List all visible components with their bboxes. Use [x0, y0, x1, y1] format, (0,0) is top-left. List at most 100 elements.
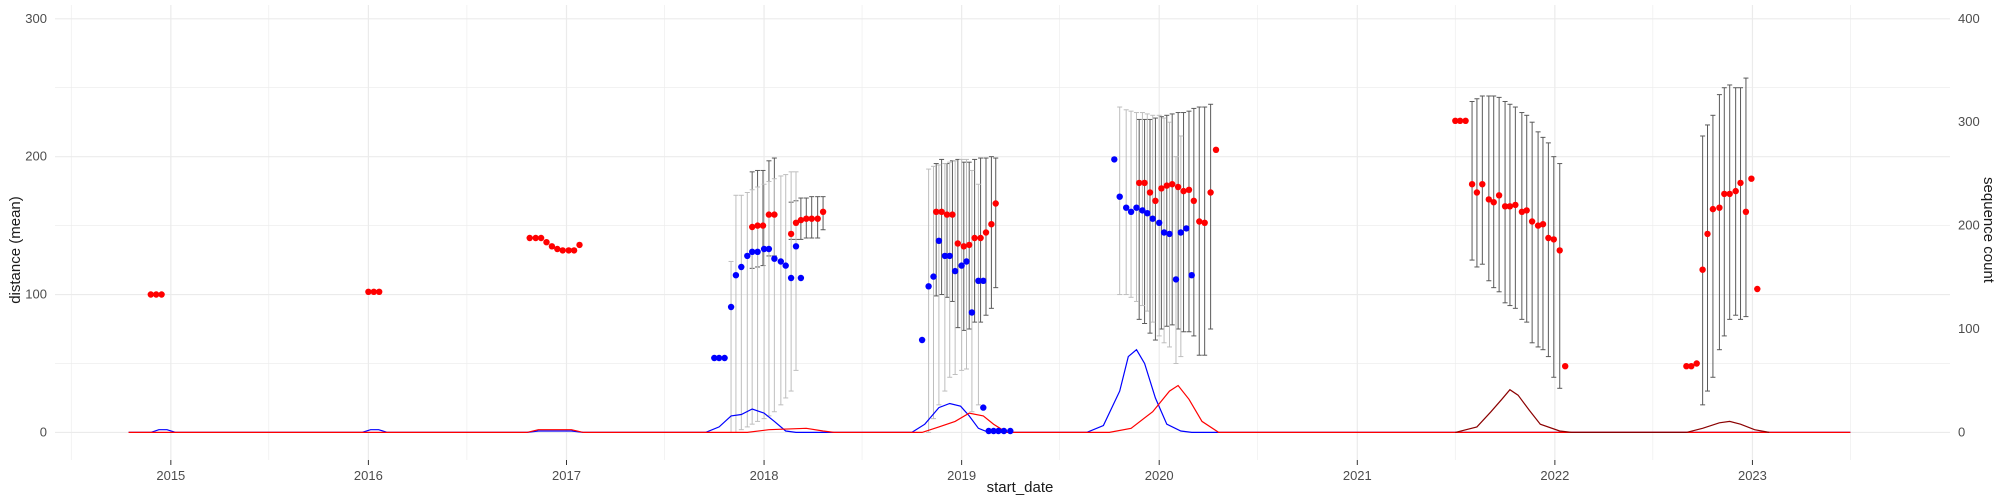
x-tick-label: 2017	[552, 468, 581, 483]
blue-data-point	[1007, 427, 1014, 435]
red-data-point	[548, 243, 556, 250]
x-tick-label: 2023	[1738, 468, 1767, 483]
red-data-point	[1512, 201, 1519, 209]
blue-data-point	[738, 263, 745, 271]
red-data-point	[819, 208, 827, 215]
red-data-point	[982, 229, 990, 236]
red-data-point	[532, 234, 539, 242]
red-data-point	[1495, 192, 1503, 199]
blue-data-point	[792, 243, 800, 250]
y-axis-right-title: sequence count	[1980, 177, 1997, 284]
red-data-point	[1528, 218, 1536, 225]
red-data-point	[1180, 187, 1187, 195]
x-tick-label: 2019	[947, 468, 976, 483]
red-data-point	[771, 211, 778, 218]
blue-data-point	[760, 245, 768, 253]
y-left-tick-label: 300	[25, 11, 47, 26]
red-data-point	[1501, 203, 1509, 210]
red-data-point	[971, 234, 978, 242]
red-data-point	[808, 215, 815, 222]
x-ticks: 2015 2016 2017 2018 2019 2020 2021 2022 2023	[156, 460, 1767, 483]
blue-data-point	[951, 267, 959, 275]
red-data-point	[565, 247, 572, 254]
x-tick-label: 2015	[156, 468, 185, 483]
red-data-point	[1152, 197, 1159, 204]
red-data-point	[1506, 203, 1514, 210]
red-data-point	[1158, 185, 1165, 192]
x-tick-label: 2018	[750, 468, 779, 483]
blue-data-point	[1127, 208, 1135, 215]
blue-data-point	[787, 274, 795, 282]
red-data-point	[1462, 117, 1469, 125]
red-data-point	[759, 222, 767, 229]
blue-data-point	[1133, 204, 1140, 211]
blue-data-point	[1116, 193, 1123, 200]
red-data-point	[949, 211, 956, 218]
red-data-point	[147, 291, 154, 298]
y-right-tick-label: 100	[1958, 321, 1980, 336]
blue-data-point	[995, 427, 1002, 435]
red-data-point	[1748, 175, 1755, 182]
red-data-point	[977, 234, 984, 242]
red-data-point	[1726, 190, 1733, 198]
red-data-point	[943, 211, 951, 218]
red-data-point	[365, 288, 372, 295]
red-data-point	[1456, 117, 1464, 125]
x-tick-label: 2021	[1343, 468, 1372, 483]
blue-data-point	[980, 277, 987, 284]
y-right-tick-label: 400	[1958, 11, 1980, 26]
x-tick-label: 2020	[1145, 468, 1174, 483]
red-data-point	[1490, 199, 1497, 206]
red-data-point	[1196, 218, 1203, 225]
red-data-point	[526, 234, 533, 242]
blue-data-point	[946, 252, 953, 260]
x-axis-title: start_date	[987, 479, 1054, 496]
blue-data-point	[1188, 272, 1195, 279]
points	[147, 117, 1761, 435]
blue-data-point	[711, 354, 718, 362]
blue-data-point	[1166, 230, 1173, 238]
red-data-point	[1518, 208, 1526, 215]
blue-data-point	[985, 427, 992, 435]
red-data-point	[1201, 219, 1208, 226]
blue-data-point	[925, 283, 932, 290]
red-data-point	[570, 247, 578, 254]
red-data-point	[938, 208, 945, 215]
x-tick-label: 2016	[354, 468, 383, 483]
red-data-point	[814, 215, 821, 222]
red-data-point	[1556, 247, 1563, 254]
blue-data-point	[968, 309, 976, 316]
blue-data-point	[975, 277, 982, 284]
red-data-point	[1704, 230, 1711, 238]
red-data-point	[954, 240, 961, 247]
red-count-curve	[128, 384, 1851, 433]
y-axis-left-title: distance (mean)	[7, 196, 24, 304]
blue-data-point	[744, 252, 751, 260]
blue-data-point	[1149, 215, 1156, 222]
red-data-point	[754, 222, 761, 229]
darkred-count-curve	[1455, 388, 1770, 433]
red-data-point	[1207, 189, 1214, 196]
blue-data-point	[918, 336, 926, 344]
red-data-point	[370, 288, 377, 295]
x-tick-label: 2022	[1540, 468, 1569, 483]
red-data-point	[966, 241, 973, 249]
red-data-point	[1742, 208, 1750, 215]
red-data-point	[1523, 207, 1530, 214]
blue-data-point	[1156, 219, 1163, 226]
red-data-point	[1721, 190, 1728, 198]
y-right-ticks: 0 100 200 300 400	[1958, 11, 1980, 440]
blue-data-point	[749, 248, 756, 255]
red-data-point	[1136, 179, 1143, 187]
blue-data-point	[980, 404, 987, 411]
y-right-tick-label: 200	[1958, 218, 1980, 233]
red-data-point	[765, 211, 773, 218]
blue-data-point	[732, 272, 740, 279]
blue-data-point	[765, 245, 773, 253]
blue-data-point	[715, 354, 723, 362]
red-data-point	[1163, 182, 1171, 189]
blue-data-point	[1172, 276, 1180, 283]
blue-data-point	[1160, 229, 1168, 236]
